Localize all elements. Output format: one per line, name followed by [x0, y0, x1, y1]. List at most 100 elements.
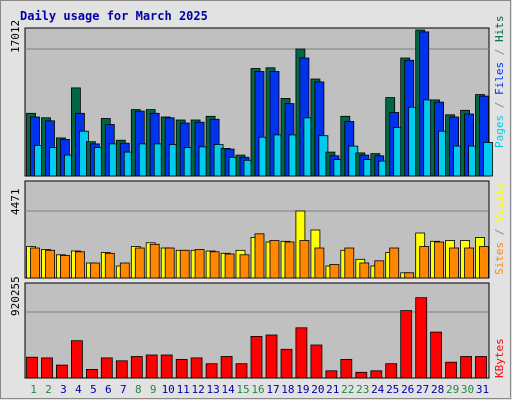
day-label-24: 24 — [371, 383, 385, 396]
day-label-21: 21 — [326, 383, 339, 396]
visits-sites-bar-day-5 — [90, 262, 100, 279]
day-label-23: 23 — [356, 383, 369, 396]
kbytes-kbytes-bar-day-28 — [430, 331, 443, 379]
visits-sites-bar-day-18 — [284, 241, 295, 279]
kbytes-kbytes-bar-day-8 — [130, 356, 143, 379]
visits-sites-bar-day-14 — [224, 253, 235, 279]
kbytes-kbytes-bar-day-31 — [475, 356, 487, 379]
day-label-18: 18 — [281, 383, 294, 396]
day-label-26: 26 — [401, 383, 414, 396]
visits-sites-bar-day-17 — [269, 240, 280, 279]
kbytes-kbytes-bar-day-1 — [26, 356, 38, 379]
hits-legend-part-3: / — [493, 42, 506, 62]
visits-sites-bar-day-16 — [254, 233, 265, 279]
kbytes-kbytes-bar-day-21 — [325, 370, 338, 379]
day-label-3: 3 — [60, 383, 67, 396]
kbytes-kbytes-bar-day-10 — [160, 354, 173, 379]
day-label-4: 4 — [75, 383, 82, 396]
kbytes-kbytes-bar-day-11 — [175, 358, 188, 379]
kbytes-kbytes-bar-day-24 — [370, 370, 383, 379]
kbytes-kbytes-bar-day-5 — [86, 368, 98, 379]
kbytes-kbytes-bar-day-3 — [56, 364, 68, 379]
visits-sites-bar-day-2 — [45, 249, 55, 279]
kbytes-kbytes-bar-day-9 — [145, 354, 158, 379]
chart-title: Daily usage for March 2025 — [20, 9, 208, 23]
kbytes-kbytes-bar-day-12 — [190, 357, 203, 379]
visits-sites-bar-day-26 — [404, 272, 415, 279]
hits-legend-part-4: Hits — [493, 16, 506, 43]
kbytes-kbytes-bar-day-6 — [100, 357, 113, 379]
visits-sites-bar-day-10 — [164, 247, 175, 279]
day-label-30: 30 — [461, 383, 474, 396]
day-label-14: 14 — [221, 383, 235, 396]
visits-sites-bar-day-25 — [389, 247, 400, 279]
kbytes-kbytes-bar-day-16 — [250, 335, 263, 379]
day-label-29: 29 — [446, 383, 459, 396]
visits-legend-part-0: Sites — [493, 242, 506, 275]
visits-sites-bar-day-13 — [209, 251, 220, 279]
hits-pages-bar-day-31 — [483, 141, 493, 177]
visits-sites-bar-day-29 — [449, 247, 460, 279]
hits-max-label: 17012 — [9, 20, 22, 53]
day-label-11: 11 — [177, 383, 190, 396]
kbytes-kbytes-bar-day-27 — [415, 297, 428, 379]
hits-legend-label: Pages / Files / Hits — [493, 16, 506, 149]
visits-legend-label: Sites / Visits — [493, 182, 506, 275]
kbytes-kbytes-bar-day-19 — [295, 327, 308, 379]
kbytes-kbytes-bar-day-18 — [280, 348, 293, 379]
day-label-31: 31 — [476, 383, 489, 396]
visits-sites-bar-day-6 — [104, 252, 115, 279]
kbytes-kbytes-bar-day-17 — [265, 334, 278, 379]
day-label-27: 27 — [416, 383, 429, 396]
visits-sites-bar-day-12 — [194, 249, 205, 279]
kbytes-kbytes-bar-day-26 — [400, 310, 413, 379]
day-label-9: 9 — [150, 383, 157, 396]
day-label-10: 10 — [162, 383, 175, 396]
visits-sites-bar-day-31 — [479, 246, 489, 279]
kbytes-kbytes-bar-day-23 — [355, 371, 368, 379]
day-label-8: 8 — [135, 383, 142, 396]
visits-sites-bar-day-21 — [329, 264, 340, 279]
day-label-13: 13 — [206, 383, 219, 396]
kbytes-kbytes-bar-day-22 — [340, 358, 353, 379]
visits-sites-bar-day-3 — [60, 255, 70, 279]
kbytes-legend-label: KBytes — [493, 338, 506, 378]
kbytes-kbytes-bar-day-20 — [310, 344, 323, 379]
kbytes-legend-part-0: KBytes — [493, 338, 506, 378]
day-label-5: 5 — [90, 383, 97, 396]
day-label-15: 15 — [236, 383, 249, 396]
day-label-1: 1 — [30, 383, 37, 396]
visits-sites-bar-day-24 — [374, 260, 385, 279]
kbytes-kbytes-bar-day-14 — [220, 356, 233, 379]
visits-sites-bar-day-30 — [464, 247, 475, 279]
day-label-22: 22 — [341, 383, 354, 396]
visits-sites-bar-day-8 — [134, 247, 145, 279]
kbytes-kbytes-bar-day-15 — [235, 363, 248, 379]
kbytes-kbytes-bar-day-13 — [205, 363, 218, 379]
visits-sites-bar-day-27 — [419, 246, 430, 279]
day-label-19: 19 — [296, 383, 309, 396]
kbytes-kbytes-bar-day-25 — [385, 363, 398, 379]
visits-legend-part-2: Visits — [493, 182, 506, 222]
visits-sites-bar-day-19 — [299, 240, 310, 279]
kbytes-kbytes-bar-day-4 — [71, 340, 83, 379]
day-label-28: 28 — [431, 383, 444, 396]
day-label-20: 20 — [311, 383, 324, 396]
hits-legend-part-0: Pages — [493, 115, 506, 148]
day-label-12: 12 — [191, 383, 204, 396]
visits-sites-bar-day-4 — [75, 251, 85, 279]
visits-sites-bar-day-20 — [314, 247, 325, 279]
visits-sites-bar-day-22 — [344, 247, 355, 279]
kbytes-kbytes-bar-day-2 — [41, 357, 53, 379]
day-label-17: 17 — [266, 383, 279, 396]
day-label-7: 7 — [120, 383, 127, 396]
day-label-6: 6 — [105, 383, 112, 396]
hits-legend-part-1: / — [493, 95, 506, 115]
visits-sites-bar-day-28 — [434, 241, 445, 279]
day-label-2: 2 — [45, 383, 52, 396]
kbytes-max-label: 920255 — [9, 276, 22, 316]
hits-legend-part-2: Files — [493, 62, 506, 95]
